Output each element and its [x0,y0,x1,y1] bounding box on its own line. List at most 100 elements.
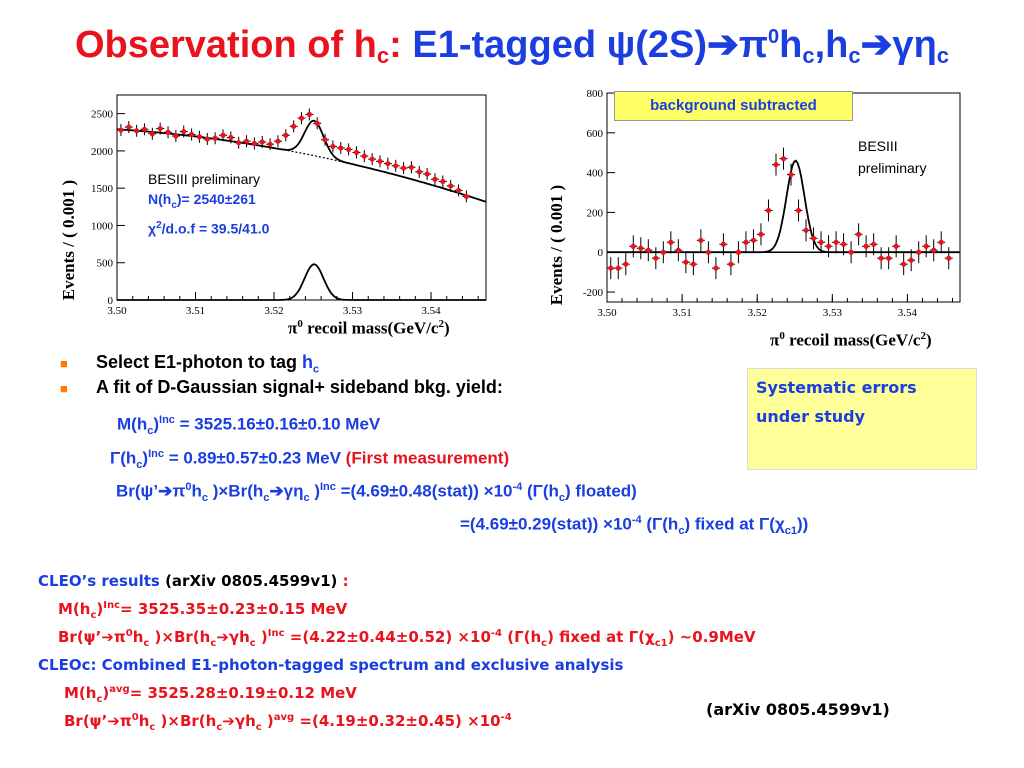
data-point [440,178,446,185]
data-point [713,265,719,271]
cleoc-mass: M(hc)avg= 3525.28±0.19±0.12 MeV [64,684,357,705]
total-fit-curve [116,119,487,203]
x-tick-label: 3.53 [343,305,363,317]
rp-frame-rect [606,92,961,303]
x-tick-label: 3.54 [898,307,918,319]
data-point [698,237,704,243]
x-tick-label: 3.54 [421,305,441,317]
data-point [608,265,614,271]
data-point [728,261,734,267]
systematics-line-1: Systematic errors [756,378,917,397]
data-point [735,249,742,255]
data-point [908,257,914,263]
data-point [275,138,281,144]
right-note-besiii: BESIII [858,138,898,154]
data-point [416,169,422,175]
bullet-square-icon: ■ [60,356,68,371]
data-point [886,255,892,261]
x-tick-label: 3.52 [264,305,283,317]
data-point [181,128,187,135]
data-point [623,261,629,267]
data-point [780,156,787,162]
bullet-item-tag: ■ Select E1-photon to tag hc [60,352,320,376]
data-point [126,124,132,130]
y-tick-label: 2500 [91,109,114,121]
data-point [346,146,352,153]
data-point [455,187,462,194]
data-point [165,129,171,135]
left-plot-ylabel: Events / ( 0.001 ) [59,180,78,300]
data-point [690,261,696,267]
left-note-chi2: χ2/d.o.f = 39.5/41.0 [148,219,270,237]
data-point [645,247,651,253]
y-tick-label: 0 [598,247,604,259]
background-subtracted-banner: background subtracted [614,91,853,121]
data-point [630,243,636,249]
data-point [228,134,234,141]
data-point [314,120,320,126]
data-point [377,158,383,164]
data-point [923,243,929,249]
signal-curve [117,263,486,301]
data-point [393,163,399,169]
data-point [803,227,809,233]
data-point [856,231,862,237]
data-point [448,183,454,189]
x-tick-label: 3.51 [186,305,205,317]
data-point [353,149,360,155]
data-point [938,239,944,245]
y-tick-label: -200 [583,287,604,299]
right-plot: 3.50 3.51 3.52 3.53 3.54 -200 0 200 400 600 800 Ev… [547,88,961,319]
data-point [149,131,155,137]
right-note-preliminary: preliminary [858,160,927,176]
data-point [369,156,375,162]
data-point [173,133,179,139]
left-note-preliminary: BESIII preliminary [148,171,261,187]
data-point [330,143,336,150]
data-point [720,241,727,247]
lp-frame-rect [116,94,487,301]
data-point [810,235,817,241]
data-point [338,145,344,151]
width-result: Γ(hc)Inc = 0.89±0.57±0.23 MeV (First mea… [110,448,510,472]
right-plot-annotation: BESIII preliminary [858,135,926,179]
data-point [901,261,907,267]
data-point [291,123,297,129]
data-point [916,249,922,255]
data-point [946,255,952,261]
data-point [893,243,899,249]
data-point [251,140,257,147]
data-point [424,171,430,177]
data-point [322,137,328,143]
slide-title: Observation of hc: E1-tagged ψ(2S)➔π0hc,… [74,24,950,68]
data-point [668,239,674,245]
systematics-box: Systematic errors under study [747,368,977,470]
cleoc-header: CLEOc: Combined E1-photon-tagged spectru… [38,656,624,674]
data-point [298,115,305,121]
data-point [267,141,273,147]
data-point [660,249,666,255]
data-point [743,239,749,245]
data-point [683,259,689,265]
data-point [204,136,210,142]
data-point [259,139,265,145]
y-tick-label: 800 [587,88,604,100]
data-point [236,140,242,146]
data-point [705,249,711,255]
first-measurement-note: (First measurement) [345,448,510,468]
cleo-branching: Br(ψ’➔π0hc )×Br(hc➔γhc )Inc =(4.22±0.44±… [58,628,756,649]
data-point [463,193,469,199]
data-point [196,134,203,140]
data-point [871,241,877,247]
data-point [818,239,824,245]
data-point [432,176,438,182]
data-point [840,241,847,247]
left-note-yield: N(hc)= 2540±261 [148,191,256,211]
cleoc-branching: Br(ψ’➔π0hc )×Br(hc➔γhc )avg =(4.19±0.32±… [64,712,512,733]
cleo-reference: (arXiv 0805.4599v1) [706,700,890,719]
data-point [220,132,226,138]
right-plot-xlabel: π0 recoil mass(GeV/c2) [770,330,932,350]
data-point [788,172,794,178]
data-point [773,162,779,168]
data-point [243,138,250,144]
